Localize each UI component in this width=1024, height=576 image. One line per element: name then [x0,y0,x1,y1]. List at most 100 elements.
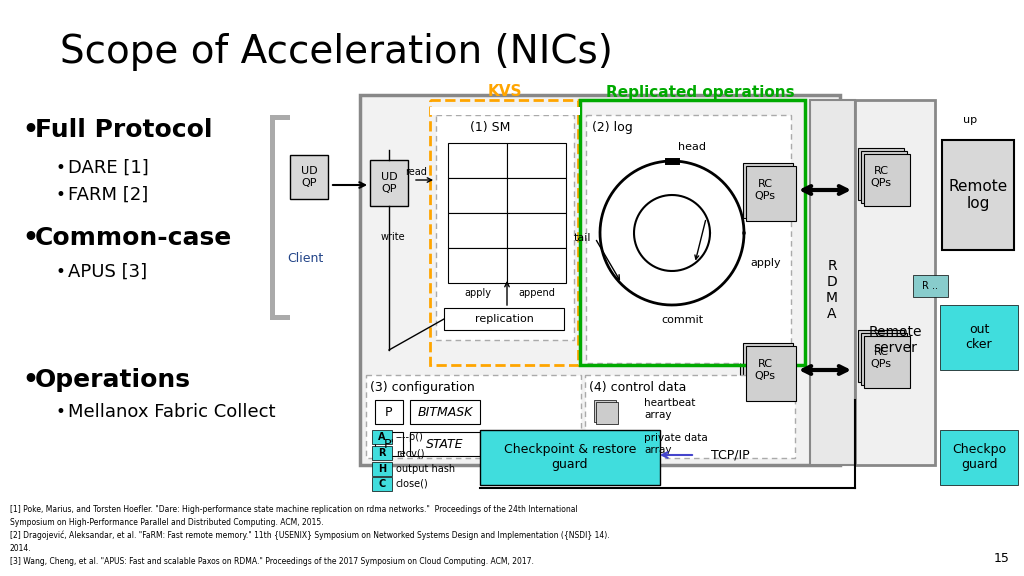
Text: •: • [22,368,38,392]
Bar [592,433,614,455]
Text: (4) control data: (4) control data [589,381,686,393]
Text: FARM [2]: FARM [2] [68,186,148,204]
Text: Replicated operations: Replicated operations [605,85,795,100]
Bar [270,115,275,315]
Bar [430,100,578,365]
Bar [740,160,790,215]
Bar [858,148,904,200]
Text: •: • [55,403,65,421]
Bar [436,115,574,340]
Bar [410,400,480,424]
Text: append: append [518,288,555,298]
Bar [375,432,403,456]
Bar [372,446,392,460]
Text: 2014.: 2014. [10,544,32,553]
Text: Remote
log: Remote log [948,179,1008,211]
Bar [507,248,566,283]
Text: output hash: output hash [396,464,455,474]
Bar [410,432,480,456]
Text: R ..: R .. [922,281,938,291]
Text: APUS [3]: APUS [3] [68,263,147,281]
Text: •: • [55,186,65,204]
Text: H: H [378,464,386,474]
Text: Remote
server: Remote server [868,325,922,355]
Bar [594,435,616,457]
Text: [2] Dragojević, Aleksandar, et al. "FaRM: Fast remote memory." 11th {USENIX} Sym: [2] Dragojević, Aleksandar, et al. "FaRM… [10,531,609,540]
Text: commit: commit [660,315,703,325]
Bar [507,143,566,178]
Text: BITMASK: BITMASK [418,406,473,419]
Text: Operations: Operations [35,368,191,392]
Text: read: read [406,167,427,177]
Bar [270,115,290,120]
Bar [360,95,840,465]
Text: Full Protocol: Full Protocol [35,118,213,142]
Text: head: head [678,142,706,152]
Text: write: write [381,232,406,242]
Bar [449,143,507,178]
Bar [444,308,564,330]
Text: Common-case: Common-case [35,226,232,250]
Text: UD
QP: UD QP [381,172,397,194]
Text: (1) SM: (1) SM [470,120,510,134]
Text: Scope of Acceleration (NICs): Scope of Acceleration (NICs) [60,33,613,71]
Bar [586,115,791,363]
Bar [366,375,581,458]
Bar [746,346,796,401]
Text: •: • [55,263,65,281]
Bar [585,375,795,458]
Text: Mellanox Fabric Collect: Mellanox Fabric Collect [68,403,275,421]
Bar [861,333,907,385]
Text: replication: replication [474,314,534,324]
Text: apply: apply [464,288,490,298]
Bar [913,275,948,297]
Bar [372,462,392,476]
Bar [864,154,910,206]
Bar [743,163,793,218]
Bar [507,213,566,248]
Bar [740,340,790,395]
Text: RC
QPs: RC QPs [870,347,892,369]
Text: KVS: KVS [487,85,522,100]
Bar [370,160,408,206]
Bar [507,178,566,213]
Bar [480,430,660,485]
Bar [858,330,904,382]
Text: RC
QPs: RC QPs [755,179,775,201]
Text: [3] Wang, Cheng, et al. "APUS: Fast and scalable Paxos on RDMA." Proceedings of : [3] Wang, Cheng, et al. "APUS: Fast and … [10,557,534,566]
Bar [372,477,392,491]
Bar [372,430,392,444]
Text: DARE [1]: DARE [1] [68,159,148,177]
Bar [940,305,1018,370]
Bar [942,140,1014,250]
Text: out
cker: out cker [966,323,992,351]
Text: •: • [55,159,65,177]
Bar [375,400,403,424]
Bar [594,400,616,422]
Bar [449,213,507,248]
Bar [746,166,796,221]
Text: Client: Client [287,252,324,264]
Text: R
D
M
A: R D M A [826,259,838,321]
Bar [580,100,805,365]
Text: •: • [22,118,38,142]
Bar [592,398,614,420]
Text: RC
QPs: RC QPs [755,359,775,381]
Text: TCP/IP: TCP/IP [711,449,750,461]
Bar [449,178,507,213]
Text: recv(): recv() [396,448,425,458]
Bar [855,100,935,465]
Bar [449,248,507,283]
Bar [810,100,855,465]
Bar [940,430,1018,485]
Text: •: • [22,226,38,250]
Text: tail: tail [573,233,591,243]
Bar [864,336,910,388]
Bar [290,155,328,199]
Bar [743,343,793,398]
Bar [430,107,580,115]
Text: ----p(): ----p() [396,432,424,442]
Text: Checkpo
guard: Checkpo guard [952,443,1006,471]
Text: A: A [378,432,386,442]
Text: apply: apply [751,258,781,268]
